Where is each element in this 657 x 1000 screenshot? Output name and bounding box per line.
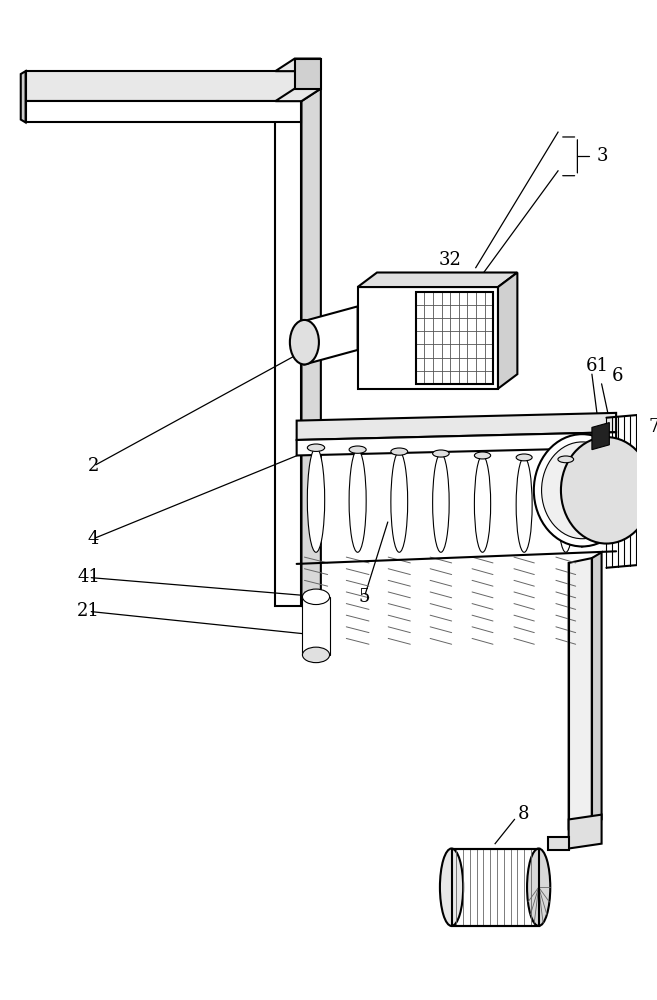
Ellipse shape (474, 455, 491, 552)
Polygon shape (549, 837, 569, 850)
Text: 2: 2 (87, 457, 99, 475)
Polygon shape (275, 59, 321, 71)
Polygon shape (302, 89, 321, 606)
Ellipse shape (432, 454, 449, 552)
Text: 8: 8 (517, 805, 529, 823)
Ellipse shape (349, 450, 366, 552)
Polygon shape (592, 552, 602, 824)
Ellipse shape (534, 434, 631, 546)
Polygon shape (582, 434, 606, 546)
Text: 5: 5 (359, 588, 370, 606)
Polygon shape (569, 815, 602, 849)
Ellipse shape (516, 454, 532, 461)
Polygon shape (451, 849, 539, 926)
Ellipse shape (440, 849, 463, 926)
Ellipse shape (516, 457, 532, 552)
Ellipse shape (527, 849, 551, 926)
Ellipse shape (561, 437, 652, 544)
Ellipse shape (432, 450, 449, 457)
Ellipse shape (474, 452, 491, 459)
Text: 41: 41 (77, 568, 100, 586)
Text: 31: 31 (428, 280, 451, 298)
Polygon shape (26, 101, 302, 122)
Polygon shape (498, 273, 517, 389)
Text: 4: 4 (87, 530, 99, 548)
Polygon shape (21, 71, 26, 122)
Polygon shape (297, 432, 616, 455)
Ellipse shape (349, 446, 366, 453)
Text: 32: 32 (438, 251, 461, 269)
Ellipse shape (558, 456, 574, 463)
Polygon shape (592, 423, 609, 450)
Ellipse shape (541, 442, 623, 539)
Text: 3: 3 (597, 147, 608, 165)
Ellipse shape (290, 320, 319, 364)
Polygon shape (297, 413, 616, 440)
Polygon shape (302, 597, 330, 655)
Ellipse shape (558, 459, 574, 552)
Polygon shape (304, 306, 357, 364)
Polygon shape (357, 287, 498, 389)
Ellipse shape (302, 647, 330, 663)
Ellipse shape (391, 452, 407, 552)
Polygon shape (357, 273, 517, 287)
Polygon shape (295, 59, 321, 89)
Ellipse shape (307, 444, 325, 451)
Ellipse shape (302, 589, 330, 605)
Text: 61: 61 (586, 357, 609, 375)
Polygon shape (275, 89, 321, 101)
Text: 21: 21 (77, 602, 100, 620)
Text: 6: 6 (611, 367, 623, 385)
Polygon shape (569, 558, 592, 829)
Polygon shape (26, 71, 302, 101)
Ellipse shape (391, 448, 407, 455)
Polygon shape (275, 101, 302, 606)
Ellipse shape (307, 448, 325, 552)
Text: 7: 7 (648, 418, 657, 436)
